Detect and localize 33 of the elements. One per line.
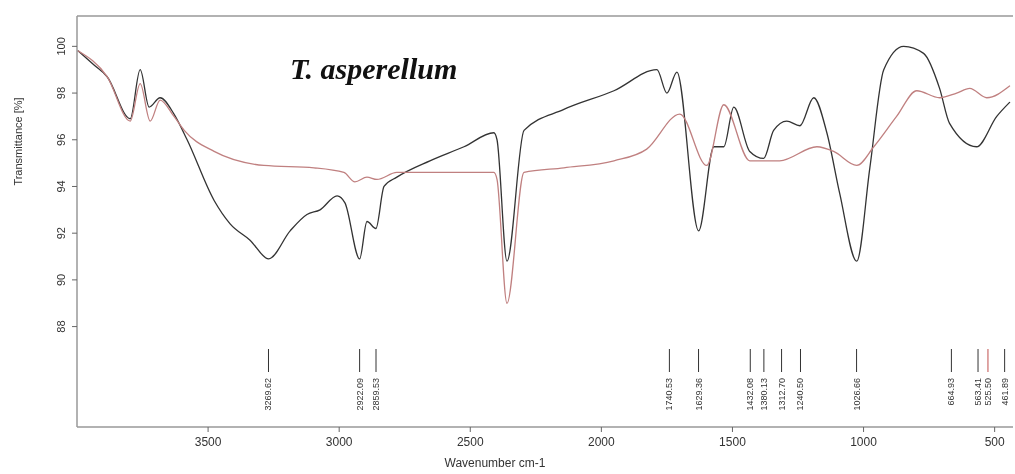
ref-line-label: 1740.53 — [664, 378, 675, 411]
ref-line-label: 1380.13 — [758, 378, 769, 411]
ref-line-label: 3269.62 — [263, 378, 274, 411]
y-tick-label: 90 — [55, 273, 67, 287]
ref-line-label: 2859.53 — [371, 378, 382, 411]
x-tick-label: 1000 — [850, 435, 878, 449]
ref-line-label: 525.50 — [982, 378, 993, 406]
ref-line-label: 1026.66 — [851, 378, 862, 411]
x-tick-label: 3000 — [325, 435, 353, 449]
ref-line-label: 563.41 — [973, 378, 984, 406]
y-tick-label: 94 — [55, 180, 67, 193]
y-axis-title: Transmittance [%] — [12, 97, 24, 186]
ref-line-label: 461.89 — [999, 378, 1010, 406]
ref-line-label: 1240.50 — [795, 378, 806, 411]
ref-line-label: 2922.09 — [354, 378, 365, 411]
ref-line-label: 1432.08 — [745, 378, 756, 411]
x-tick-label: 2000 — [588, 435, 616, 449]
ref-line-label: 664.93 — [946, 378, 957, 406]
x-tick-label: 2500 — [456, 435, 484, 449]
y-tick-label: 88 — [55, 320, 67, 333]
y-tick-label: 96 — [55, 133, 67, 146]
line-series — [77, 45, 1011, 262]
ref-line-label: 1312.70 — [776, 378, 787, 411]
y-tick-label: 100 — [55, 37, 67, 56]
y-tick-label: 92 — [55, 227, 67, 240]
x-axis-title: Wavenumber cm-1 — [444, 456, 546, 470]
x-tick-label: 1500 — [719, 435, 747, 449]
x-tick-label: 500 — [984, 435, 1005, 449]
x-tick-label: 3500 — [194, 435, 222, 449]
ref-line-label: 1629.36 — [693, 378, 704, 411]
y-tick-label: 98 — [55, 86, 67, 100]
text: T. asperellum — [290, 52, 458, 85]
line-series — [77, 50, 1011, 304]
